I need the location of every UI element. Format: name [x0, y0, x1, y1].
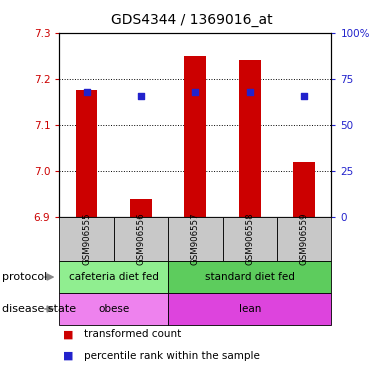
Point	[192, 89, 198, 95]
Text: ■: ■	[63, 351, 74, 361]
Text: cafeteria diet fed: cafeteria diet fed	[69, 272, 159, 282]
Text: GSM906557: GSM906557	[191, 213, 200, 265]
Text: GSM906558: GSM906558	[245, 213, 254, 265]
Bar	[130, 199, 152, 217]
Text: GSM906556: GSM906556	[136, 213, 146, 265]
Point	[138, 93, 144, 99]
Text: standard diet fed: standard diet fed	[205, 272, 295, 282]
Text: GSM906555: GSM906555	[82, 213, 91, 265]
Text: GDS4344 / 1369016_at: GDS4344 / 1369016_at	[111, 13, 272, 27]
Point	[247, 89, 253, 95]
Text: protocol: protocol	[2, 272, 47, 282]
Point	[301, 93, 307, 99]
Bar	[239, 60, 260, 217]
Text: transformed count: transformed count	[84, 329, 182, 339]
Bar	[293, 162, 315, 217]
Text: disease state: disease state	[2, 304, 76, 314]
Text: percentile rank within the sample: percentile rank within the sample	[84, 351, 260, 361]
Text: GSM906559: GSM906559	[300, 213, 309, 265]
Text: lean: lean	[239, 304, 261, 314]
Bar	[76, 90, 97, 217]
Point	[83, 89, 90, 95]
Bar	[185, 56, 206, 217]
Text: ■: ■	[63, 329, 74, 339]
Text: obese: obese	[98, 304, 129, 314]
